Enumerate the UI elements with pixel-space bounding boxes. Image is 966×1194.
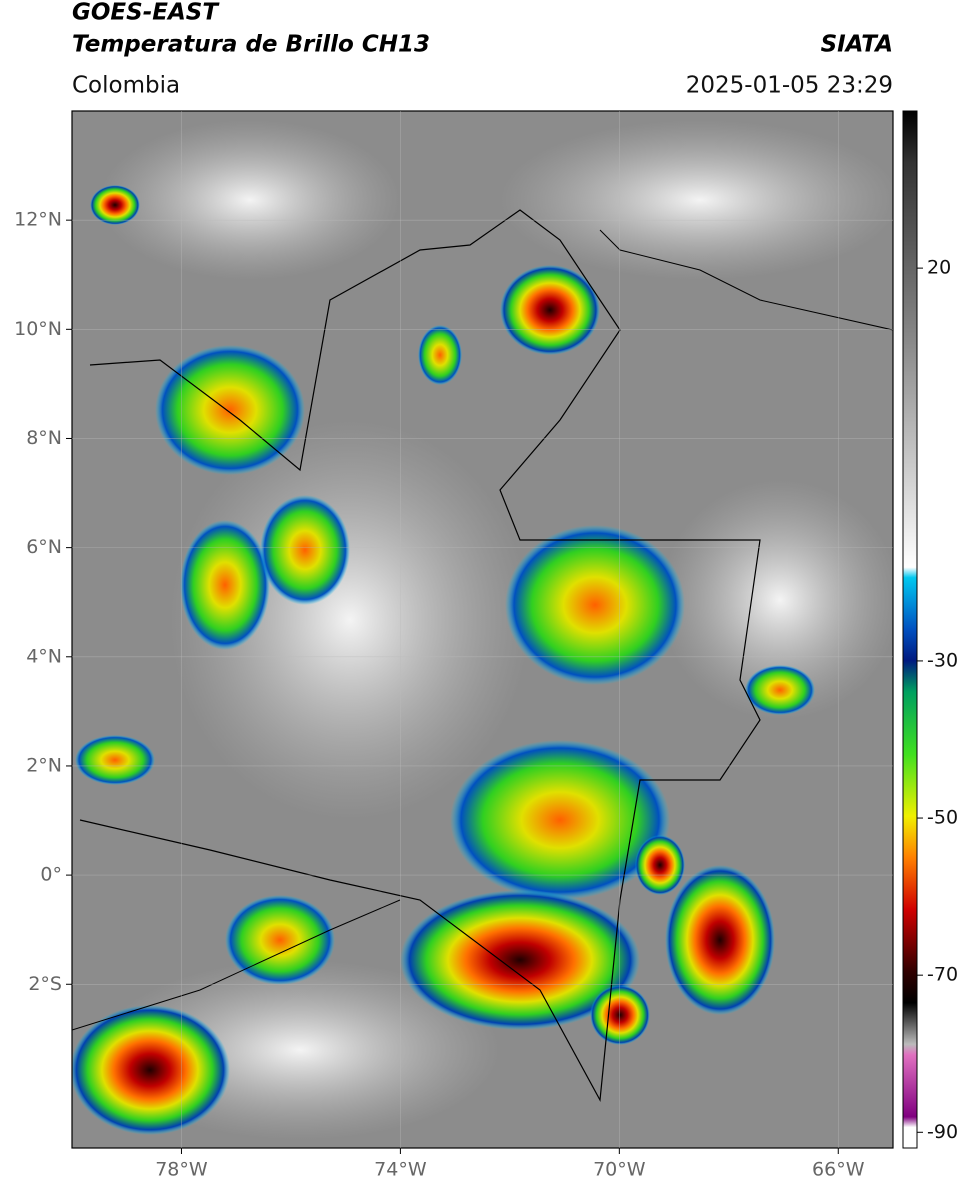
x-tick-label: 78°W <box>155 1159 208 1181</box>
satellite-image <box>72 111 893 1148</box>
x-tick-label: 66°W <box>812 1159 865 1181</box>
x-tick-label: 74°W <box>374 1159 427 1181</box>
region: Colombia <box>72 73 180 99</box>
map-frame <box>71 110 894 1149</box>
y-tick-label: 2°N <box>26 754 62 776</box>
colorbar-tick-label: 20 <box>927 257 951 279</box>
title: GOES-EAST <box>72 0 220 26</box>
y-tick-label: 6°N <box>26 536 62 558</box>
y-tick-label: 8°N <box>26 427 62 449</box>
y-tick-label: 4°N <box>26 645 62 667</box>
y-tick-label: 12°N <box>14 209 62 231</box>
title: Temperatura de Brillo CH13 <box>72 32 430 58</box>
colorbar-tick-label: -90 <box>927 1121 958 1143</box>
colorbar-tick-label: -70 <box>927 964 958 986</box>
source: SIATA <box>821 32 893 58</box>
y-tick-label: 10°N <box>14 318 62 340</box>
datetime: 2025-01-05 23:29 <box>686 73 893 99</box>
y-tick-label: 2°S <box>28 973 62 995</box>
colorbar <box>902 110 918 1149</box>
colorbar-tick-label: -30 <box>927 649 958 671</box>
colorbar-tick-label: -50 <box>927 807 958 829</box>
x-tick-label: 70°W <box>593 1159 646 1181</box>
y-tick-label: 0° <box>40 864 62 886</box>
